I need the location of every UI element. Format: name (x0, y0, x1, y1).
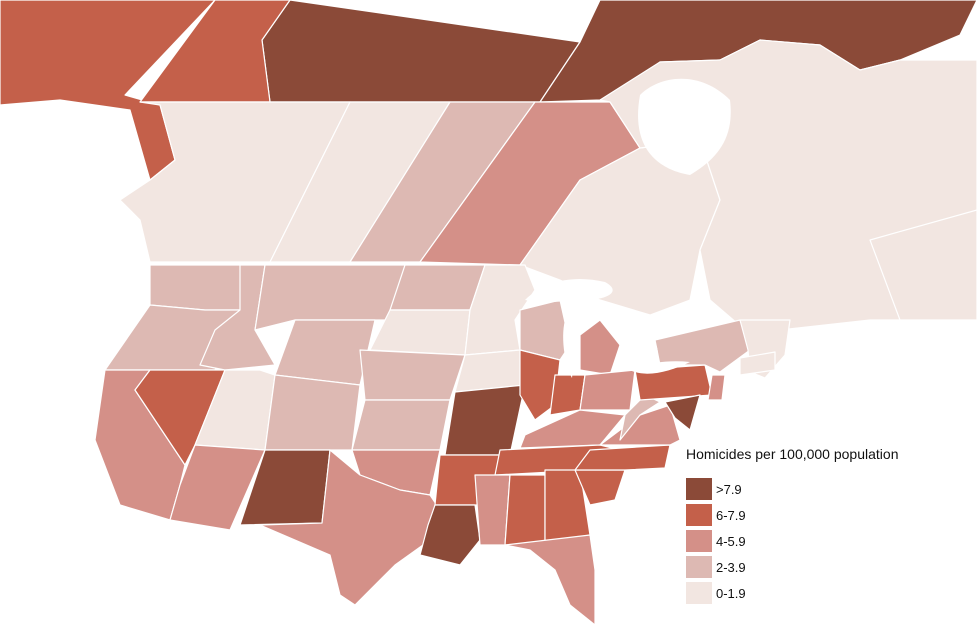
region-north-dakota (389, 264, 486, 311)
region-yukon-area-2 (139, 0, 291, 103)
legend-swatch (686, 478, 712, 500)
region-illinois (519, 349, 561, 421)
region-new-jersey (707, 374, 726, 401)
legend-swatch (686, 582, 712, 604)
region-minnesota (464, 264, 536, 356)
region-alaska-area (261, 0, 581, 103)
legend-label: 4-5.9 (716, 533, 746, 549)
legend-swatch (686, 556, 712, 578)
legend-label: 2-3.9 (716, 559, 746, 575)
region-nebraska (359, 349, 466, 401)
legend-label: 6-7.9 (716, 507, 746, 523)
lake-superior (525, 279, 613, 303)
legend-item: >7.9 (686, 476, 966, 502)
region-missouri (444, 384, 526, 456)
region-kentucky (519, 409, 626, 449)
region-massachusetts (739, 351, 776, 376)
region-nevada (134, 369, 226, 466)
legend-title: Homicides per 100,000 population (686, 446, 899, 462)
legend-swatch (686, 530, 712, 552)
region-wisconsin (519, 299, 571, 361)
legend-label: >7.9 (716, 481, 742, 497)
region-michigan (579, 319, 621, 376)
lake-michigan (563, 320, 573, 378)
legend-item: 0-1.9 (686, 580, 966, 606)
region-mississippi (474, 474, 511, 546)
region-colorado (264, 374, 361, 451)
region-atlantic-canada (869, 209, 977, 321)
region-ohio (579, 369, 636, 411)
legend-item: 4-5.9 (686, 528, 966, 554)
region-alabama (504, 474, 546, 546)
region-florida (504, 534, 596, 626)
map-legend: Homicides per 100,000 population >7.9 6-… (686, 446, 966, 606)
region-maryland (664, 394, 701, 431)
lake-huron (615, 319, 659, 360)
region-arizona (169, 444, 266, 531)
legend-item: 2-3.9 (686, 554, 966, 580)
region-texas (259, 449, 441, 606)
region-north-carolina (574, 444, 671, 471)
region-kansas (351, 399, 451, 451)
lake-erie (630, 361, 690, 374)
hudson-bay (638, 78, 731, 175)
legend-label: 0-1.9 (716, 585, 746, 601)
legend-item: 6-7.9 (686, 502, 966, 528)
legend-swatch (686, 504, 712, 526)
region-louisiana (419, 504, 481, 566)
